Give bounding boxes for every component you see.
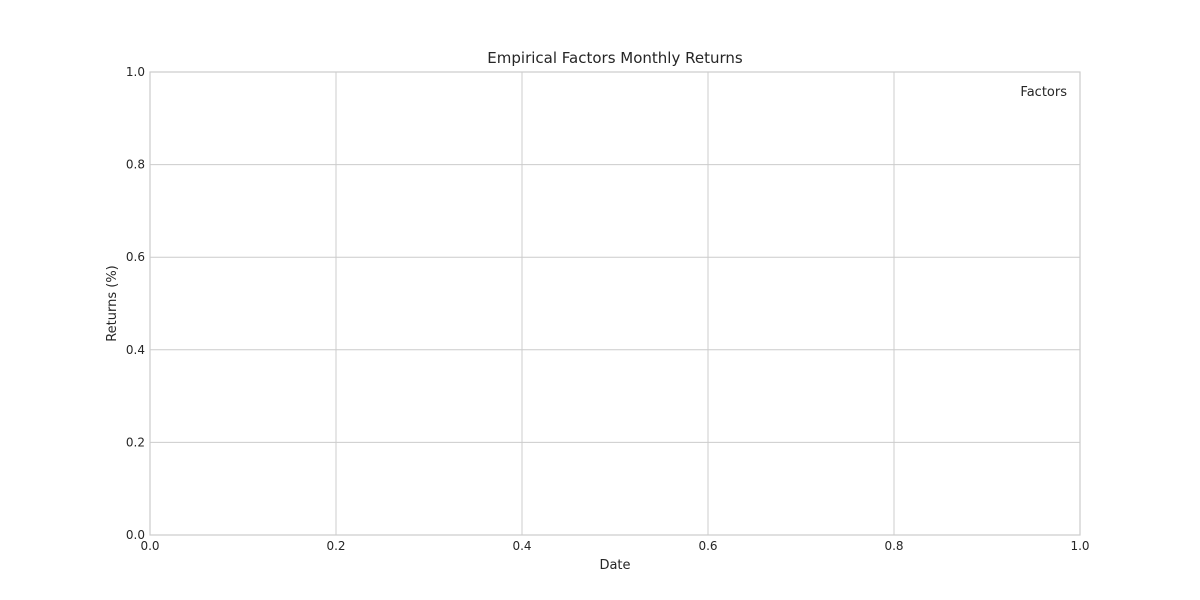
y-tick-label: 0.6 — [126, 250, 145, 264]
x-tick-label: 0.4 — [512, 539, 531, 553]
y-tick-label: 1.0 — [126, 65, 145, 79]
y-tick-label: 0.2 — [126, 435, 145, 449]
x-axis-label: Date — [599, 558, 630, 573]
x-tick-labels: 0.0 0.2 0.4 0.6 0.8 1.0 — [140, 539, 1089, 553]
x-tick-label: 1.0 — [1070, 539, 1089, 553]
y-tick-label: 0.0 — [126, 528, 145, 542]
y-axis-label: Returns (%) — [105, 265, 120, 342]
x-tick-label: 0.8 — [884, 539, 903, 553]
y-tick-label: 0.4 — [126, 343, 145, 357]
legend-title: Factors — [1020, 85, 1067, 100]
x-tick-label: 0.6 — [698, 539, 717, 553]
y-tick-labels: 0.0 0.2 0.4 0.6 0.8 1.0 — [126, 65, 145, 542]
x-tick-label: 0.0 — [140, 539, 159, 553]
chart-title: Empirical Factors Monthly Returns — [487, 49, 743, 67]
plot-area-frame — [149, 71, 1081, 536]
x-tick-label: 0.2 — [326, 539, 345, 553]
grid-lines — [149, 71, 1081, 536]
y-tick-label: 0.8 — [126, 158, 145, 172]
